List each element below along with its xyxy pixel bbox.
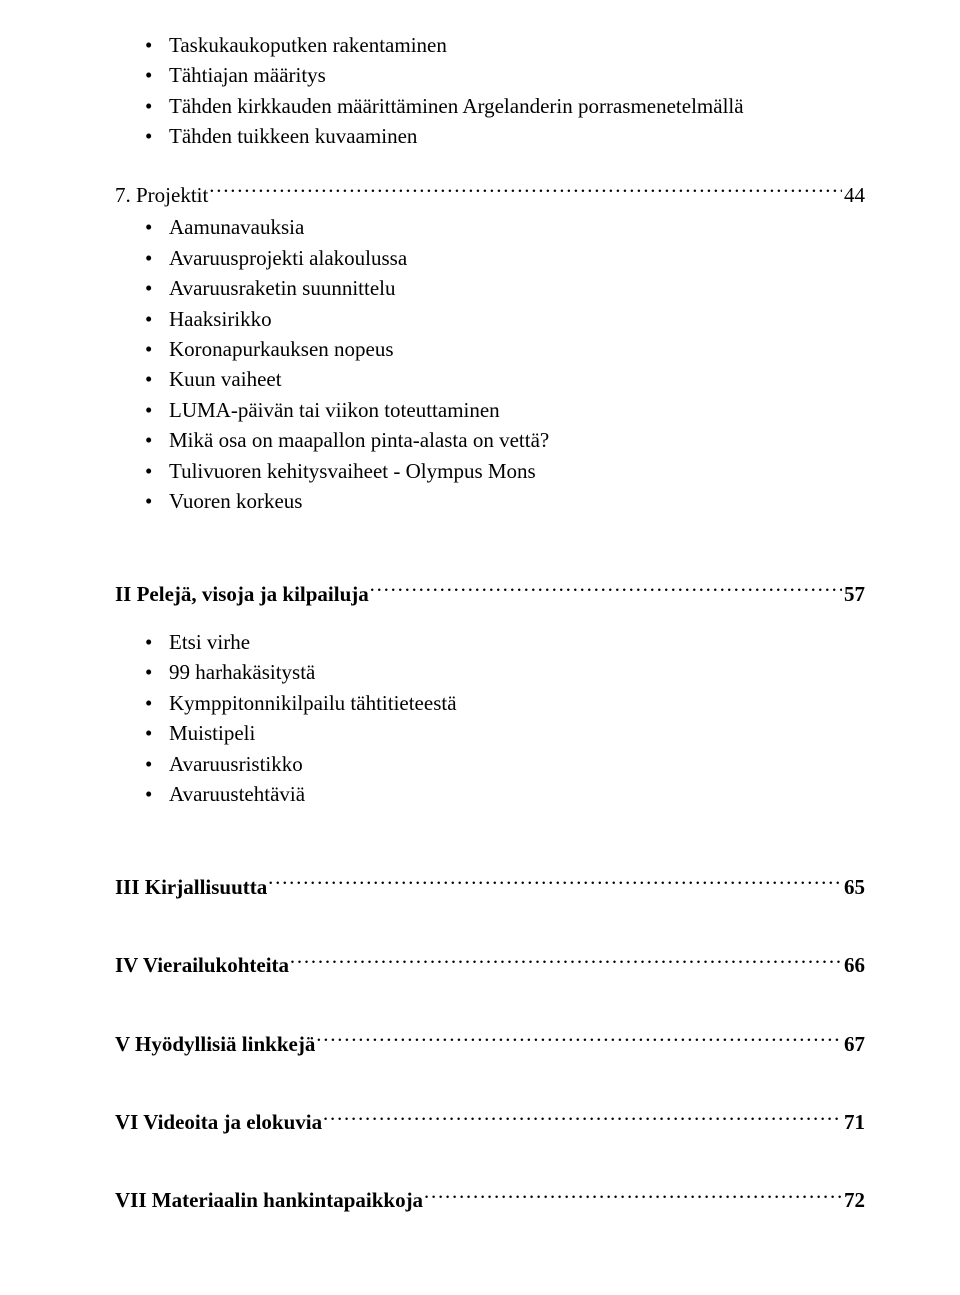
page-number: 65 bbox=[842, 872, 865, 902]
list-item: 99 harhakäsitystä bbox=[163, 657, 865, 687]
list-item: Tähden tuikkeen kuvaaminen bbox=[163, 121, 865, 151]
list-item: Avaruustehtäviä bbox=[163, 779, 865, 809]
page-number: 71 bbox=[842, 1107, 865, 1137]
section-number: 7. bbox=[115, 180, 131, 210]
list-item: Etsi virhe bbox=[163, 627, 865, 657]
dot-leader bbox=[208, 180, 842, 202]
dot-leader bbox=[267, 872, 842, 894]
list-item: Kymppitonnikilpailu tähtitieteestä bbox=[163, 688, 865, 718]
list-item: Taskukaukoputken rakentaminen bbox=[163, 30, 865, 60]
page-number: 44 bbox=[842, 180, 865, 210]
page-number: 57 bbox=[842, 579, 865, 609]
section-label: III Kirjallisuutta bbox=[115, 872, 267, 902]
section-label: V Hyödyllisiä linkkejä bbox=[115, 1029, 315, 1059]
toc-line-videoita: VI Videoita ja elokuvia 71 bbox=[115, 1107, 865, 1137]
list-item: Avaruusprojekti alakoulussa bbox=[163, 243, 865, 273]
section-label: VI Videoita ja elokuvia bbox=[115, 1107, 322, 1137]
dot-leader bbox=[315, 1029, 842, 1051]
toc-line-peleja: II Pelejä, visoja ja kilpailuja 57 bbox=[115, 579, 865, 609]
section-label: Projektit bbox=[136, 180, 208, 210]
section-7-bullets: Aamunavauksia Avaruusprojekti alakouluss… bbox=[115, 212, 865, 516]
section-label: II Pelejä, visoja ja kilpailuja bbox=[115, 579, 369, 609]
toc-line-projektit: 7. Projektit 44 bbox=[115, 180, 865, 210]
section-ii: II Pelejä, visoja ja kilpailuja 57 Etsi … bbox=[115, 579, 865, 810]
list-item: Tähtiajan määritys bbox=[163, 60, 865, 90]
page-number: 72 bbox=[842, 1185, 865, 1215]
toc-line-vierailukohteita: IV Vierailukohteita 66 bbox=[115, 950, 865, 980]
toc-line-materiaalin: VII Materiaalin hankintapaikkoja 72 bbox=[115, 1185, 865, 1215]
list-item: Aamunavauksia bbox=[163, 212, 865, 242]
list-item: Mikä osa on maapallon pinta-alasta on ve… bbox=[163, 425, 865, 455]
list-item: Haaksirikko bbox=[163, 304, 865, 334]
section-7: 7. Projektit 44 Aamunavauksia Avaruuspro… bbox=[115, 180, 865, 517]
dot-leader bbox=[423, 1185, 842, 1207]
section-label: IV Vierailukohteita bbox=[115, 950, 289, 980]
page-number: 67 bbox=[842, 1029, 865, 1059]
dot-leader bbox=[369, 579, 842, 601]
dot-leader bbox=[289, 950, 842, 972]
page-content: Taskukaukoputken rakentaminen Tähtiajan … bbox=[0, 0, 960, 1248]
page-number: 66 bbox=[842, 950, 865, 980]
list-item: LUMA-päivän tai viikon toteuttaminen bbox=[163, 395, 865, 425]
toc-line-kirjallisuutta: III Kirjallisuutta 65 bbox=[115, 872, 865, 902]
list-item: Muistipeli bbox=[163, 718, 865, 748]
top-bullet-list: Taskukaukoputken rakentaminen Tähtiajan … bbox=[115, 30, 865, 152]
list-item: Avaruusraketin suunnittelu bbox=[163, 273, 865, 303]
list-item: Koronapurkauksen nopeus bbox=[163, 334, 865, 364]
list-item: Avaruusristikko bbox=[163, 749, 865, 779]
list-item: Vuoren korkeus bbox=[163, 486, 865, 516]
section-label: VII Materiaalin hankintapaikkoja bbox=[115, 1185, 423, 1215]
dot-leader bbox=[322, 1107, 842, 1129]
section-ii-bullets: Etsi virhe 99 harhakäsitystä Kymppitonni… bbox=[115, 627, 865, 810]
list-item: Kuun vaiheet bbox=[163, 364, 865, 394]
list-item: Tähden kirkkauden määrittäminen Argeland… bbox=[163, 91, 865, 121]
list-item: Tulivuoren kehitysvaiheet - Olympus Mons bbox=[163, 456, 865, 486]
toc-line-linkkeja: V Hyödyllisiä linkkejä 67 bbox=[115, 1029, 865, 1059]
